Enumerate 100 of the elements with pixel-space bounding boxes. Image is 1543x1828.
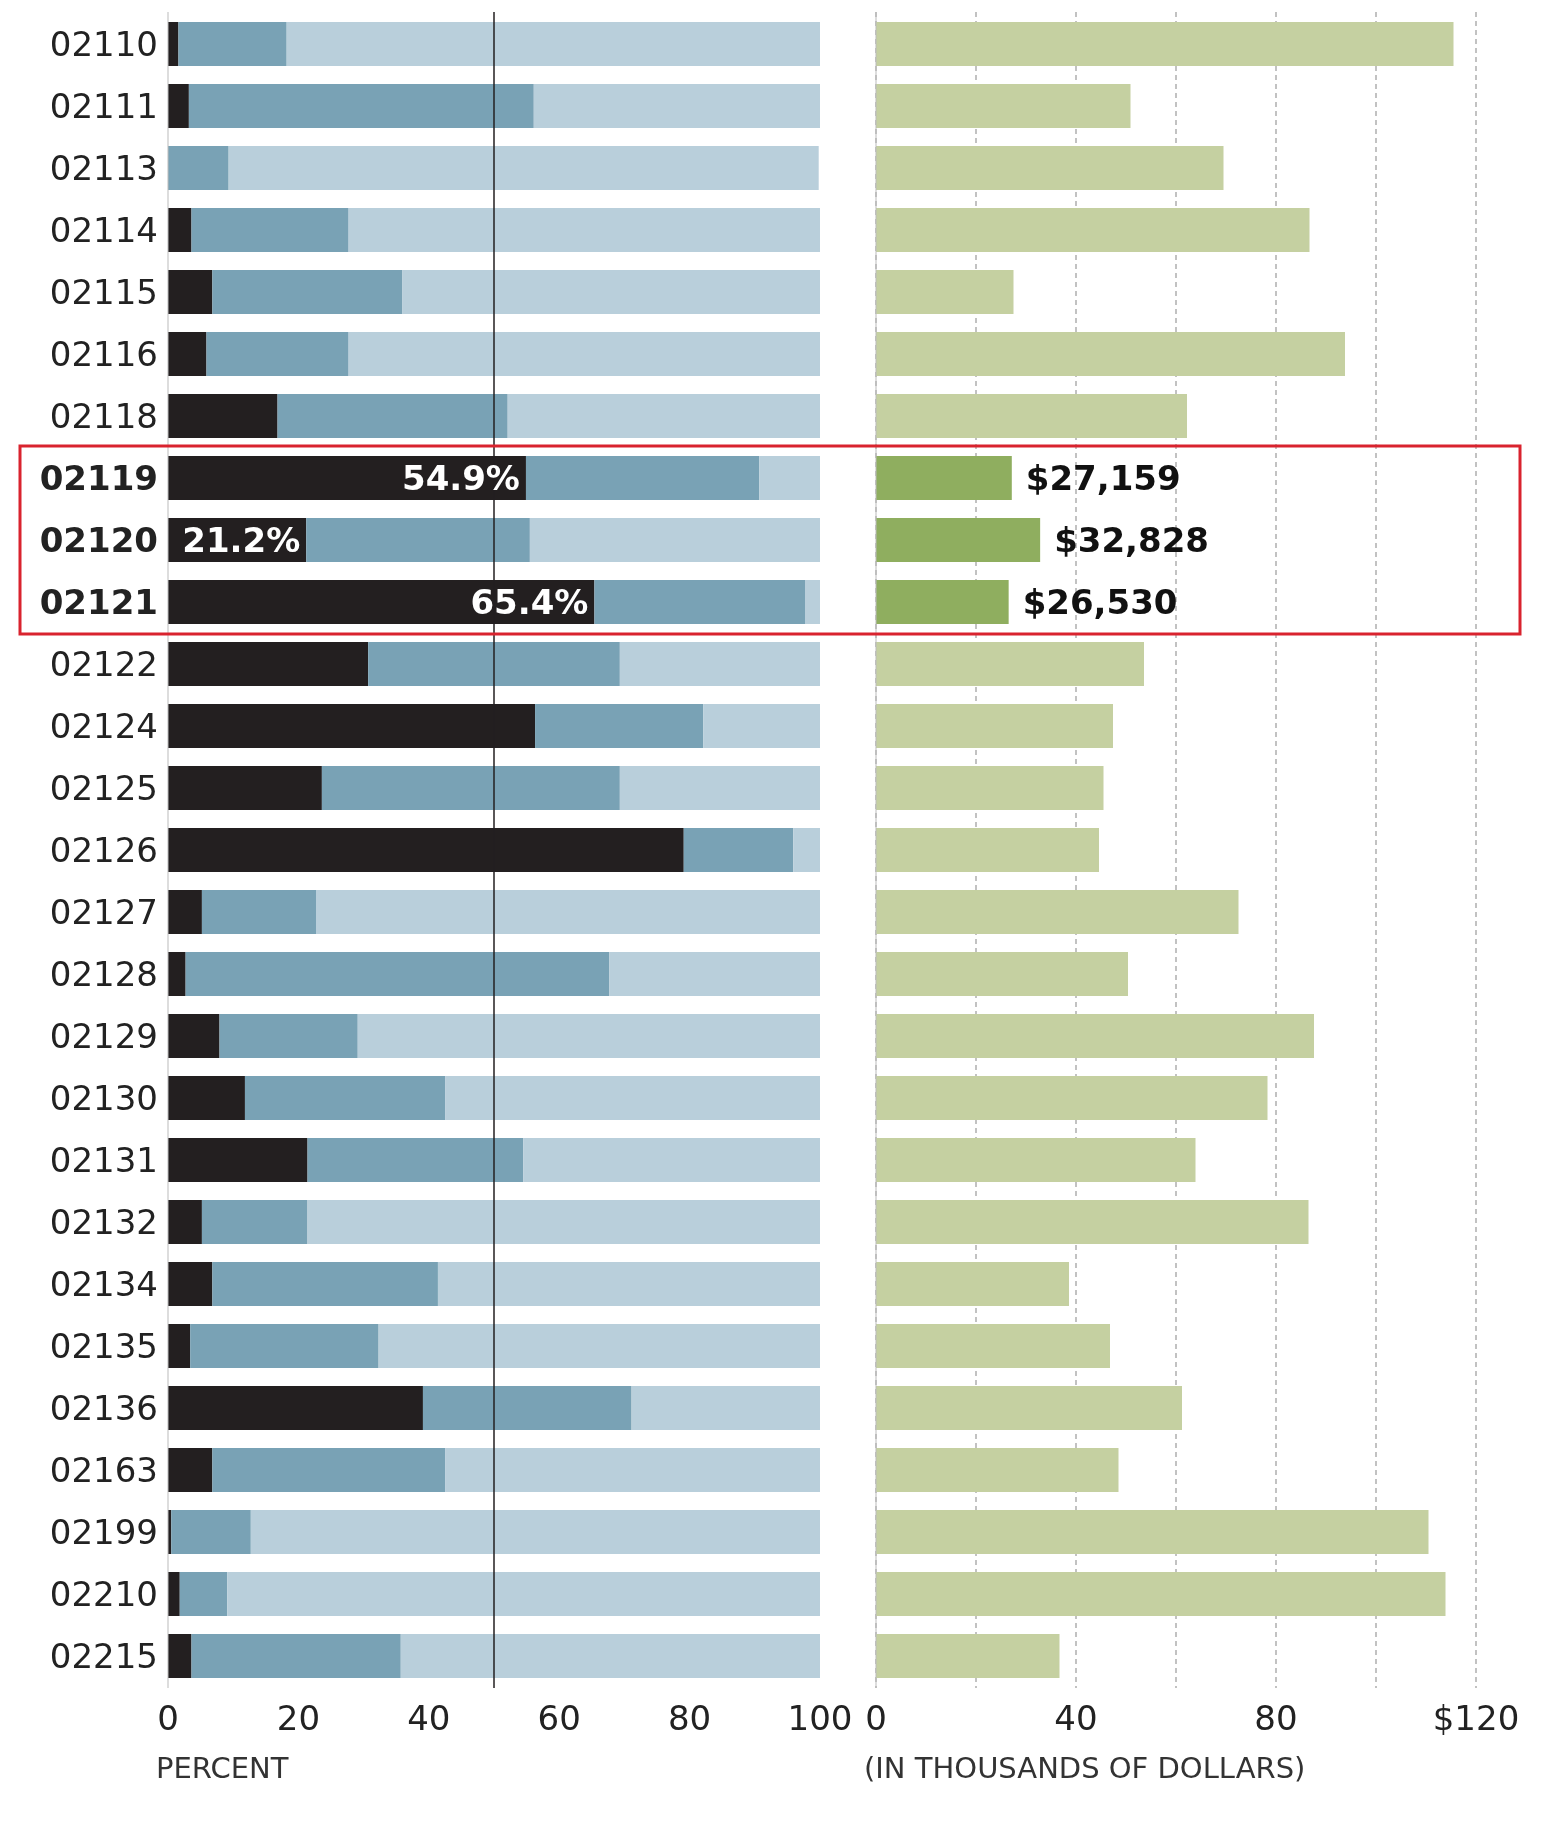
x-tick-label: $120: [1432, 1698, 1520, 1738]
bar: [227, 1572, 820, 1616]
annotation: $32,828: [1054, 520, 1209, 560]
bar: [206, 332, 349, 376]
bar: [507, 394, 820, 438]
bar: [212, 1448, 446, 1492]
bar: [168, 952, 186, 996]
bar: [805, 580, 820, 624]
bar: [876, 580, 1009, 624]
bar: [178, 22, 287, 66]
bar: [876, 1448, 1119, 1492]
data-label: 21.2%: [182, 520, 301, 560]
bar: [609, 952, 820, 996]
bar: [876, 642, 1144, 686]
bar: [201, 1200, 308, 1244]
bar: [168, 84, 189, 128]
bar: [445, 1448, 820, 1492]
bar: [619, 642, 820, 686]
bar: [306, 518, 530, 562]
x-tick-label: 20: [276, 1698, 321, 1738]
annotation: $26,530: [1022, 582, 1178, 622]
y-tick-label: 02124: [49, 706, 158, 746]
bar: [168, 1572, 180, 1616]
x-tick-label: 0: [865, 1698, 887, 1738]
bar: [250, 1510, 820, 1554]
bar: [876, 1200, 1309, 1244]
annotation: $27,159: [1025, 458, 1181, 498]
y-tick-label: 02115: [49, 272, 158, 312]
bar: [188, 84, 534, 128]
bar: [876, 952, 1128, 996]
bar: [307, 1138, 524, 1182]
bar: [219, 1014, 358, 1058]
y-tick-label: 02136: [49, 1388, 158, 1428]
bar: [400, 1634, 820, 1678]
bar: [378, 1324, 820, 1368]
bar: [876, 1572, 1446, 1616]
y-tick-label: 02134: [49, 1264, 158, 1304]
bar: [168, 1448, 213, 1492]
bar: [244, 1076, 446, 1120]
data-label: 65.4%: [470, 582, 589, 622]
y-tick-label: 02132: [49, 1202, 158, 1242]
bar: [876, 146, 1224, 190]
y-tick-label: 02118: [49, 396, 158, 436]
y-tick-label: 02127: [49, 892, 158, 932]
bar: [876, 1138, 1196, 1182]
bar: [631, 1386, 820, 1430]
bar: [876, 332, 1345, 376]
y-tick-label: 02116: [49, 334, 158, 374]
x-axis-title: (IN THOUSANDS OF DOLLARS): [864, 1751, 1306, 1785]
bar: [168, 890, 202, 934]
bar: [191, 208, 349, 252]
y-tick-label: 02128: [49, 954, 158, 994]
bar: [168, 1138, 308, 1182]
bar: [168, 1076, 245, 1120]
bar: [876, 766, 1104, 810]
y-tick-label: 02130: [49, 1078, 158, 1118]
y-tick-label: 02114: [49, 210, 158, 250]
x-tick-label: 40: [407, 1698, 451, 1738]
bar: [212, 270, 403, 314]
bar: [357, 1014, 820, 1058]
bar: [594, 580, 805, 624]
x-tick-label: 80: [1254, 1698, 1298, 1738]
x-tick-label: 60: [537, 1698, 581, 1738]
bar: [168, 146, 229, 190]
bar: [168, 332, 207, 376]
y-tick-label: 02111: [49, 86, 158, 126]
bar: [876, 456, 1012, 500]
y-tick-label: 02126: [49, 830, 158, 870]
bar: [876, 890, 1239, 934]
bar: [168, 1324, 191, 1368]
y-tick-label: 02215: [49, 1636, 158, 1676]
y-tick-label: 02110: [49, 24, 158, 64]
bar: [876, 828, 1099, 872]
bar: [876, 1014, 1314, 1058]
bar: [523, 1138, 820, 1182]
bar: [422, 1386, 632, 1430]
x-tick-label: 0: [157, 1698, 179, 1738]
bar: [179, 1572, 228, 1616]
bar: [876, 518, 1041, 562]
y-tick-label: 02129: [49, 1016, 158, 1056]
bar: [525, 456, 760, 500]
y-tick-label: 02119: [39, 458, 158, 498]
bar: [201, 890, 316, 934]
bar: [759, 456, 820, 500]
bar: [171, 1510, 251, 1554]
bar: [683, 828, 794, 872]
bar: [876, 208, 1310, 252]
bar: [529, 518, 820, 562]
bar: [876, 704, 1113, 748]
bar: [168, 1014, 220, 1058]
bar: [535, 704, 704, 748]
y-tick-label: 02163: [49, 1450, 158, 1490]
bar: [168, 270, 213, 314]
bar: [168, 1262, 213, 1306]
bar: [703, 704, 820, 748]
bar: [277, 394, 508, 438]
bar: [168, 1386, 423, 1430]
bar: [876, 394, 1187, 438]
x-tick-label: 100: [787, 1698, 853, 1738]
bar: [876, 270, 1014, 314]
